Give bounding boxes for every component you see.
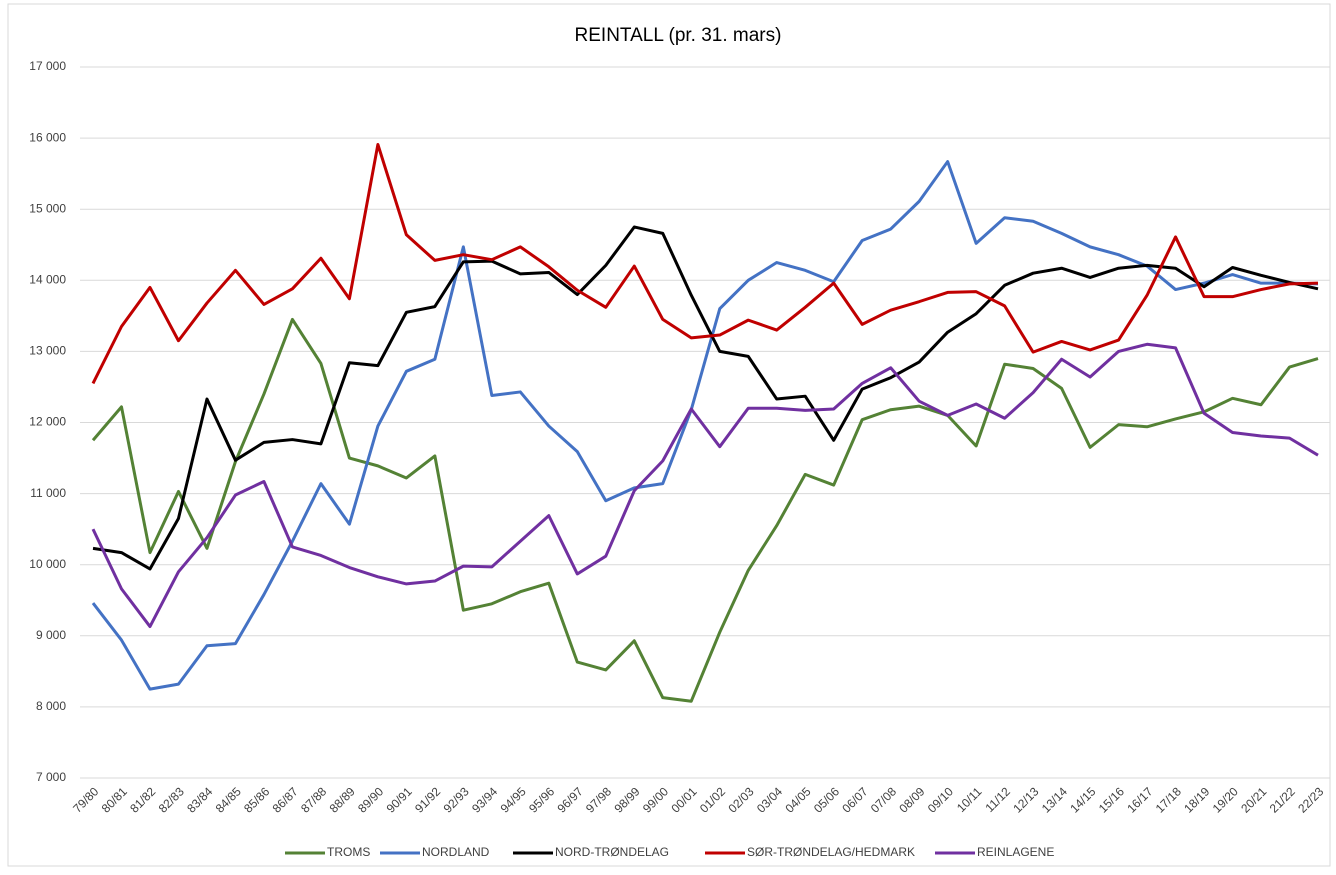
- y-tick-label: 16 000: [29, 130, 66, 144]
- y-tick-label: 9 000: [36, 628, 66, 642]
- y-tick-label: 12 000: [29, 415, 66, 429]
- y-tick-label: 7 000: [36, 770, 66, 784]
- legend-label: REINLAGENE: [977, 845, 1054, 859]
- y-tick-label: 13 000: [29, 344, 66, 358]
- legend-label: NORDLAND: [422, 845, 490, 859]
- legend-label: TROMS: [327, 845, 370, 859]
- legend-label: SØR-TRØNDELAG/HEDMARK: [747, 845, 915, 859]
- chart-title: REINTALL (pr. 31. mars): [575, 25, 782, 46]
- series-line: [91, 342, 1319, 629]
- legend-label: NORD-TRØNDELAG: [555, 845, 669, 859]
- series-line: [91, 317, 1319, 703]
- chart-frame: [7, 3, 1331, 867]
- y-tick-label: 15 000: [29, 201, 66, 215]
- y-tick-label: 14 000: [29, 272, 66, 286]
- y-tick-label: 8 000: [36, 699, 66, 713]
- series-line: [91, 142, 1319, 385]
- y-tick-label: 10 000: [29, 557, 66, 571]
- series-line: [92, 225, 1319, 571]
- series-line: [91, 160, 1319, 691]
- y-tick-label: 17 000: [29, 59, 66, 73]
- y-tick-label: 11 000: [30, 486, 66, 500]
